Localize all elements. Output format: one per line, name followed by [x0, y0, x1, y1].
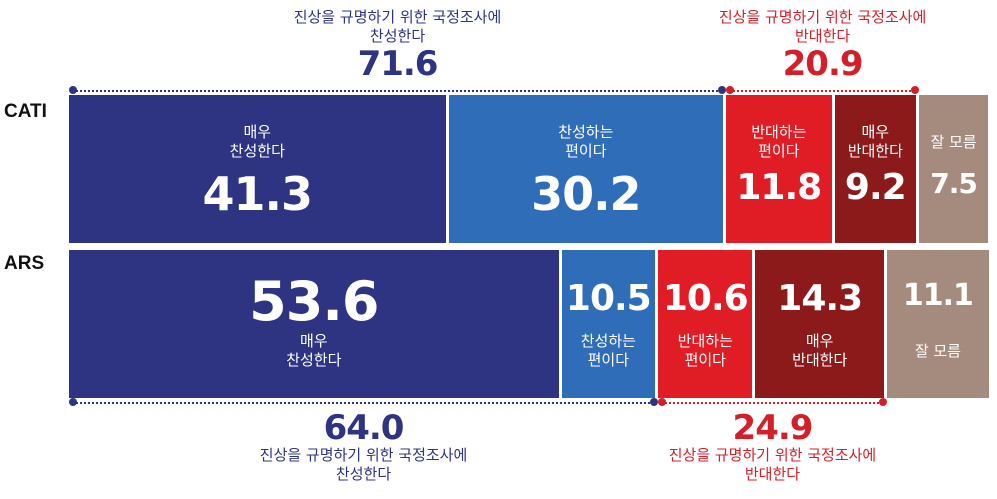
segment-label: 잘 모름 — [914, 342, 961, 360]
group-caption: 진상을 규명하기 위한 국정조사에 반대한다 — [718, 8, 927, 45]
segment-value: 11.8 — [736, 167, 822, 208]
row-label-cati: CATI — [4, 101, 47, 122]
group-caption: 진상을 규명하기 위한 국정조사에 찬성한다 — [259, 446, 468, 483]
segment-value: 10.5 — [565, 278, 652, 319]
group-value: 20.9 — [782, 44, 864, 84]
segment-label: 찬성하는 편이다 — [558, 123, 614, 160]
segment-value: 53.6 — [249, 270, 379, 333]
segment-label: 매우 반대한다 — [847, 123, 903, 160]
segment-label: 매우 찬성한다 — [286, 332, 342, 369]
segment-label: 잘 모름 — [930, 133, 977, 151]
group-caption: 진상을 규명하기 위한 국정조사에 반대한다 — [668, 446, 877, 483]
segment-label: 매우 반대한다 — [792, 332, 848, 369]
bar-cati-agree: 찬성하는 편이다 30.2 — [448, 95, 727, 243]
segment-value: 41.3 — [202, 167, 313, 221]
segment-value: 9.2 — [844, 167, 907, 208]
bracket-end-dot — [878, 398, 887, 406]
bar-cati-disagree: 반대하는 편이다 11.8 — [726, 95, 835, 243]
group-bracket-ars-agree — [73, 402, 655, 404]
segment-value: 30.2 — [531, 167, 641, 221]
bracket-start-dot — [69, 86, 77, 94]
segment-label: 찬성하는 편이다 — [580, 332, 636, 369]
group-bracket-ars-disagree — [662, 402, 883, 404]
group-total-cati-disagree: 진상을 규명하기 위한 국정조사에 반대한다 20.9 — [673, 8, 973, 82]
row-label-ars: ARS — [4, 253, 45, 274]
bar-cati-strongly-agree: 매우 찬성한다 41.3 — [69, 95, 449, 243]
segment-value: 11.1 — [902, 278, 974, 313]
bracket-start-dot — [726, 86, 735, 94]
group-bracket-cati-agree — [73, 90, 723, 92]
group-total-ars-disagree: 24.9 진상을 규명하기 위한 국정조사에 반대한다 — [622, 410, 922, 484]
group-value: 71.6 — [357, 44, 439, 84]
group-caption: 진상을 규명하기 위한 국정조사에 찬성한다 — [293, 8, 502, 45]
bracket-end-dot — [718, 86, 727, 94]
group-total-cati-agree: 진상을 규명하기 위한 국정조사에 찬성한다 71.6 — [248, 8, 548, 82]
group-value: 24.9 — [732, 408, 814, 448]
segment-label: 반대하는 편이다 — [751, 123, 807, 160]
bar-ars-disagree: 반대하는 편이다 10.6 — [658, 250, 756, 398]
segment-label: 매우 찬성한다 — [229, 123, 285, 160]
bracket-start-dot — [658, 398, 667, 406]
segment-value: 7.5 — [930, 167, 978, 200]
group-bracket-cati-disagree — [730, 90, 916, 92]
bar-cati-strongly-disagree: 매우 반대한다 9.2 — [834, 95, 920, 243]
bar-cati-dont-know: 잘 모름 7.5 — [919, 95, 988, 243]
segment-label: 반대하는 편이다 — [677, 332, 733, 369]
bar-ars-strongly-agree: 매우 찬성한다 53.6 — [69, 250, 562, 398]
bracket-end-dot — [911, 86, 920, 94]
bar-ars-strongly-disagree: 매우 반대한다 14.3 — [755, 250, 887, 398]
bracket-start-dot — [69, 398, 77, 406]
bracket-end-dot — [650, 398, 659, 406]
group-value: 64.0 — [323, 408, 405, 448]
bar-ars-dont-know: 잘 모름 11.1 — [886, 250, 989, 398]
group-total-ars-agree: 64.0 진상을 규명하기 위한 국정조사에 찬성한다 — [214, 410, 514, 484]
segment-value: 14.3 — [777, 278, 863, 319]
bar-ars-agree: 찬성하는 편이다 10.5 — [561, 250, 659, 398]
segment-value: 10.6 — [662, 278, 749, 319]
